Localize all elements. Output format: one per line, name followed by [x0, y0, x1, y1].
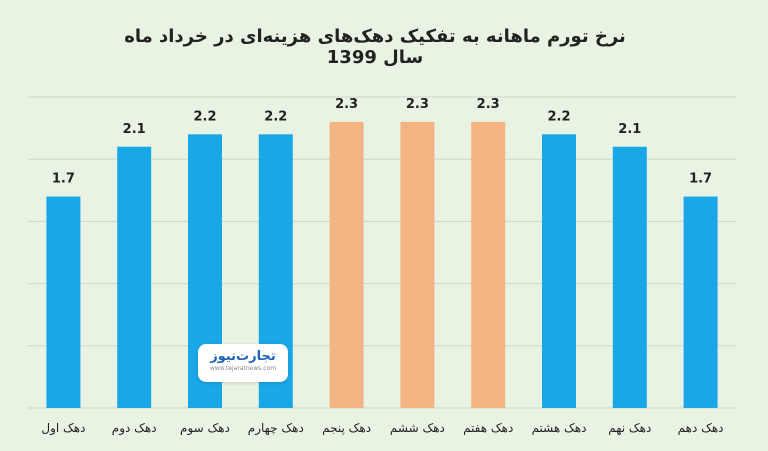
bar	[46, 196, 81, 408]
bar	[542, 134, 576, 408]
category-label: دهک سوم	[180, 421, 230, 436]
category-label: دهک پنجم	[322, 421, 371, 435]
data-label: 1.7	[689, 172, 712, 187]
bar	[400, 121, 435, 408]
category-label: دهک هشتم	[532, 421, 587, 435]
data-label: 2.3	[477, 97, 500, 112]
data-label: 2.3	[406, 97, 429, 112]
category-label: دهک ششم	[390, 421, 445, 435]
bar	[471, 121, 506, 408]
category-label: دهک چهارم	[248, 421, 304, 436]
category-label: دهک دهم	[678, 421, 724, 435]
data-label: 2.1	[618, 122, 641, 137]
bar	[329, 121, 364, 408]
bar	[612, 146, 647, 408]
data-label: 2.2	[264, 109, 287, 124]
category-label: دهک دوم	[112, 421, 157, 436]
data-label: 1.7	[52, 172, 75, 187]
watermark-logo: تجارت‌نیوز www.tejaratnews.com	[198, 344, 288, 382]
watermark-site: www.tejaratnews.com	[209, 365, 277, 372]
data-label: 2.3	[335, 97, 358, 112]
bar	[683, 196, 718, 408]
category-label: دهک اول	[41, 421, 85, 436]
data-label: 2.2	[547, 109, 570, 124]
bar	[117, 146, 152, 408]
category-label: دهک نهم	[608, 421, 651, 435]
data-label: 2.2	[193, 109, 216, 124]
chart-title: نرخ تورم ماهانه به تفکیک دهک‌های هزینه‌ا…	[124, 26, 626, 68]
data-label: 2.1	[123, 122, 146, 137]
category-label: دهک هفتم	[463, 421, 513, 435]
watermark-name: تجارت‌نیوز	[210, 349, 276, 364]
